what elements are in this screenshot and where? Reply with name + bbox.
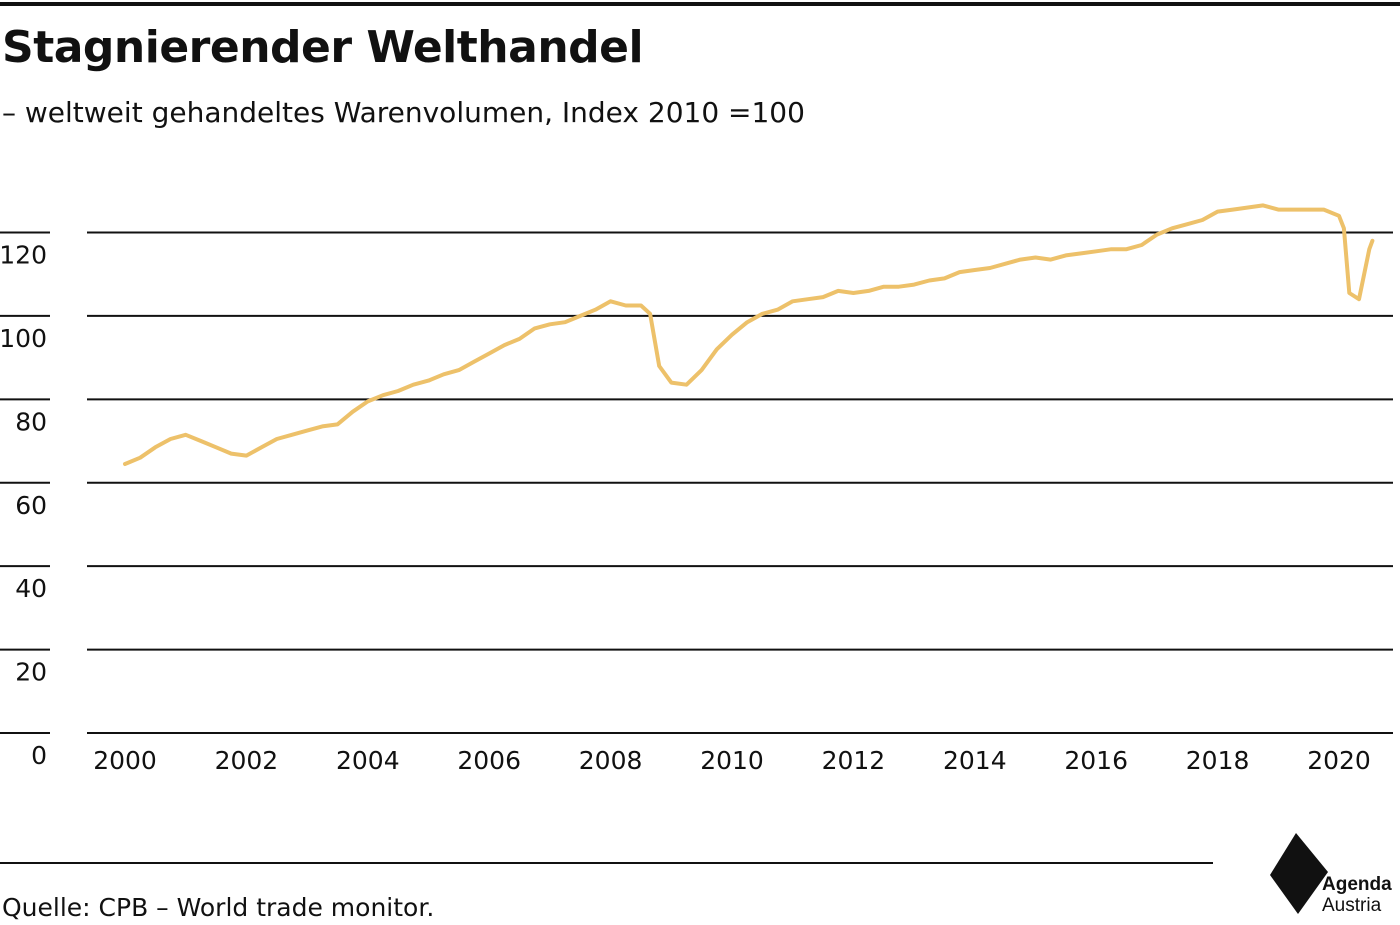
y-tick-label-80: 80 <box>15 407 47 436</box>
logo-line2: Austria <box>1322 895 1382 916</box>
x-tick-label-2008: 2008 <box>579 746 643 775</box>
x-tick-label-2014: 2014 <box>943 746 1007 775</box>
x-tick-label-2020: 2020 <box>1307 746 1371 775</box>
x-tick-label-2004: 2004 <box>336 746 400 775</box>
line-chart: 0 20 40 60 80 100 120 2000 2002 2004 2006 2008 2010… <box>0 203 1393 775</box>
y-tick-label-120: 120 <box>0 241 47 270</box>
x-tick-label-2000: 2000 <box>93 746 157 775</box>
y-tick-label-20: 20 <box>15 658 47 687</box>
footer-rule <box>0 862 1213 864</box>
logo-line1: Agenda <box>1322 874 1392 895</box>
y-axis: 0 20 40 60 80 100 120 <box>0 241 47 771</box>
x-tick-label-2006: 2006 <box>457 746 521 775</box>
x-axis: 2000 2002 2004 2006 2008 2010 2012 2014 2016 2018… <box>93 746 1371 775</box>
series-layer <box>123 203 1375 466</box>
grid-lines <box>0 231 1393 734</box>
agenda-austria-logo: Agenda Austria <box>1266 830 1400 920</box>
x-tick-label-2010: 2010 <box>700 746 764 775</box>
series-line-0 <box>123 203 1375 466</box>
source-note: Quelle: CPB – World trade monitor. <box>2 893 435 922</box>
chart-subtitle: – weltweit gehandeltes Warenvolumen, Ind… <box>2 96 805 129</box>
logo-mark-icon <box>1270 833 1328 914</box>
x-tick-label-2002: 2002 <box>215 746 279 775</box>
logo-text: Agenda Austria <box>1322 874 1392 916</box>
top-rule <box>0 2 1400 6</box>
chart-title: Stagnierender Welthandel <box>2 22 644 73</box>
y-tick-label-40: 40 <box>15 574 47 603</box>
y-tick-label-0: 0 <box>31 741 47 770</box>
y-tick-label-60: 60 <box>15 491 47 520</box>
x-tick-label-2016: 2016 <box>1064 746 1128 775</box>
y-tick-label-100: 100 <box>0 324 47 353</box>
x-tick-label-2018: 2018 <box>1186 746 1250 775</box>
x-tick-label-2012: 2012 <box>822 746 886 775</box>
